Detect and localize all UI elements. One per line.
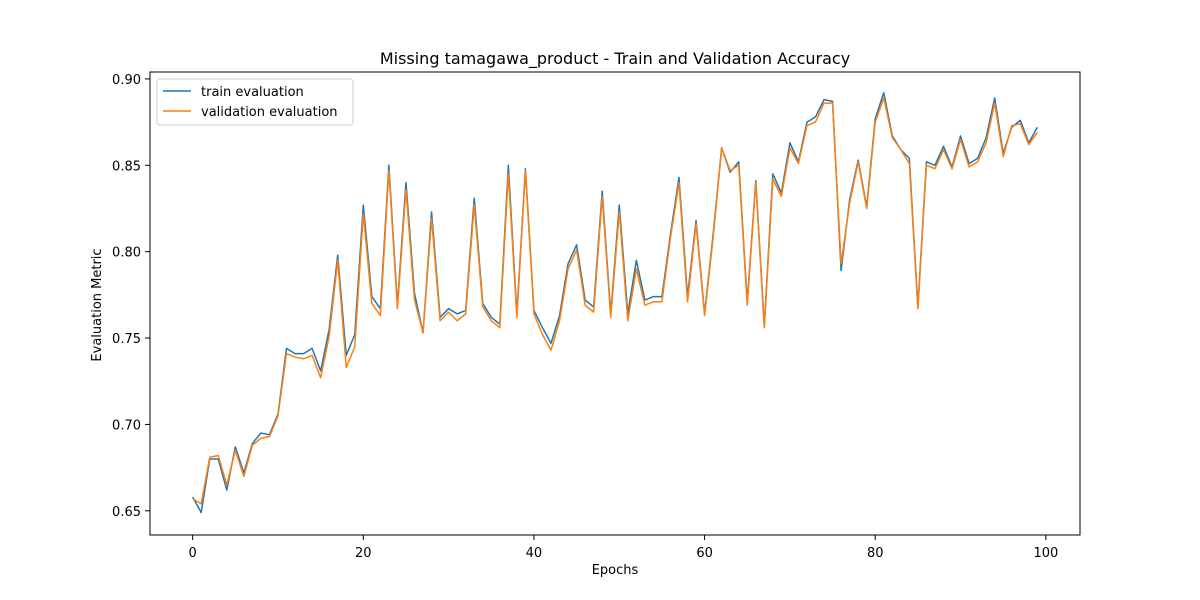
y-axis-label: Evaluation Metric xyxy=(90,248,105,361)
x-axis-label: Epochs xyxy=(592,563,639,578)
x-tick-label: 0 xyxy=(189,546,197,561)
series-line-train xyxy=(192,91,1038,514)
x-tick-label: 80 xyxy=(867,546,884,561)
axes: 0 20 40 60 80 100 0.65 0.70 0.75 0.80 0.85 0.90 xyxy=(112,71,1081,561)
chart-title: Missing tamagawa_product - Train and Val… xyxy=(380,49,850,69)
legend-entry-label: validation evaluation xyxy=(201,105,338,120)
y-tick-label: 0.90 xyxy=(112,73,141,88)
legend-box xyxy=(156,78,354,126)
legend-entry-label: train evaluation xyxy=(201,85,304,100)
x-tick-label: 20 xyxy=(355,546,372,561)
y-tick-label: 0.65 xyxy=(112,505,141,520)
y-tick-label: 0.80 xyxy=(112,246,141,261)
x-tick-label: 60 xyxy=(696,546,713,561)
y-tick-label: 0.70 xyxy=(112,418,141,433)
x-tick-label: 40 xyxy=(526,546,543,561)
y-tick-label: 0.85 xyxy=(112,159,141,174)
y-tick-label: 0.75 xyxy=(112,332,141,347)
plot-area xyxy=(192,91,1038,514)
plot-frame xyxy=(149,71,1081,536)
x-tick-label: 100 xyxy=(1033,546,1058,561)
series-line-validation xyxy=(192,97,1038,505)
legend: train evaluation validation evaluation xyxy=(156,78,354,126)
